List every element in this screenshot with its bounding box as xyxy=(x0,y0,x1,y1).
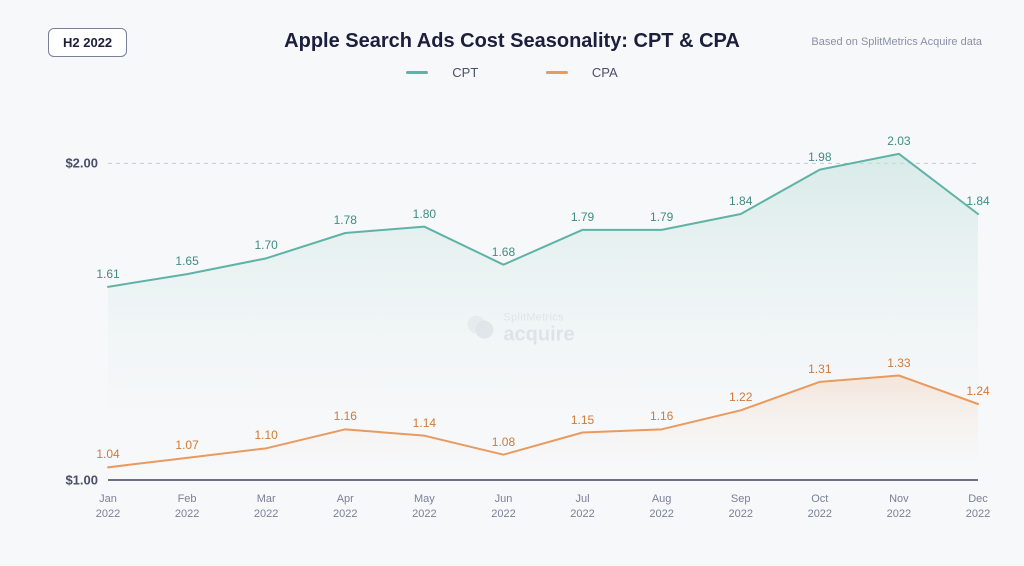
data-label: 1.31 xyxy=(808,362,831,376)
chart-plot xyxy=(108,100,978,480)
legend-item-cpt: CPT xyxy=(390,65,494,80)
source-note: Based on SplitMetrics Acquire data xyxy=(811,36,982,48)
data-label: 1.84 xyxy=(966,194,989,208)
data-label: 1.16 xyxy=(650,409,673,423)
data-label: 1.10 xyxy=(254,428,277,442)
data-label: 1.68 xyxy=(492,245,515,259)
legend-swatch-cpt xyxy=(406,71,428,74)
data-label: 1.16 xyxy=(334,409,357,423)
legend-item-cpa: CPA xyxy=(530,65,634,80)
y-axis-label: $2.00 xyxy=(48,156,98,171)
data-label: 1.15 xyxy=(571,413,594,427)
x-axis-label: Dec2022 xyxy=(966,492,990,522)
x-axis-label: May2022 xyxy=(412,492,436,522)
data-label: 1.70 xyxy=(254,238,277,252)
legend-label-cpa: CPA xyxy=(592,65,618,80)
chart-area: SplitMetrics acquire $1.00$2.00 Jan2022F… xyxy=(48,100,994,546)
data-label: 1.84 xyxy=(729,194,752,208)
x-axis-label: Jul2022 xyxy=(570,492,594,522)
x-axis-label: Sep2022 xyxy=(728,492,752,522)
data-label: 1.04 xyxy=(96,447,119,461)
data-label: 1.98 xyxy=(808,150,831,164)
data-label: 1.24 xyxy=(966,384,989,398)
x-axis-label: Aug2022 xyxy=(649,492,673,522)
legend-label-cpt: CPT xyxy=(452,65,478,80)
x-axis-label: Feb2022 xyxy=(175,492,199,522)
data-label: 1.78 xyxy=(334,213,357,227)
x-axis-label: Mar2022 xyxy=(254,492,278,522)
data-label: 1.33 xyxy=(887,356,910,370)
data-label: 1.79 xyxy=(571,210,594,224)
data-label: 1.14 xyxy=(413,416,436,430)
x-axis-label: Jun2022 xyxy=(491,492,515,522)
x-axis-label: Jan2022 xyxy=(96,492,120,522)
data-label: 1.80 xyxy=(413,207,436,221)
data-label: 1.07 xyxy=(175,438,198,452)
legend-swatch-cpa xyxy=(546,71,568,74)
data-label: 1.61 xyxy=(96,267,119,281)
data-label: 1.65 xyxy=(175,254,198,268)
data-label: 1.79 xyxy=(650,210,673,224)
data-label: 1.22 xyxy=(729,390,752,404)
x-axis-label: Oct2022 xyxy=(808,492,832,522)
x-axis-label: Nov2022 xyxy=(887,492,911,522)
data-label: 1.08 xyxy=(492,435,515,449)
x-axis-label: Apr2022 xyxy=(333,492,357,522)
legend: CPT CPA xyxy=(0,62,1024,80)
y-axis-label: $1.00 xyxy=(48,473,98,488)
data-label: 2.03 xyxy=(887,134,910,148)
